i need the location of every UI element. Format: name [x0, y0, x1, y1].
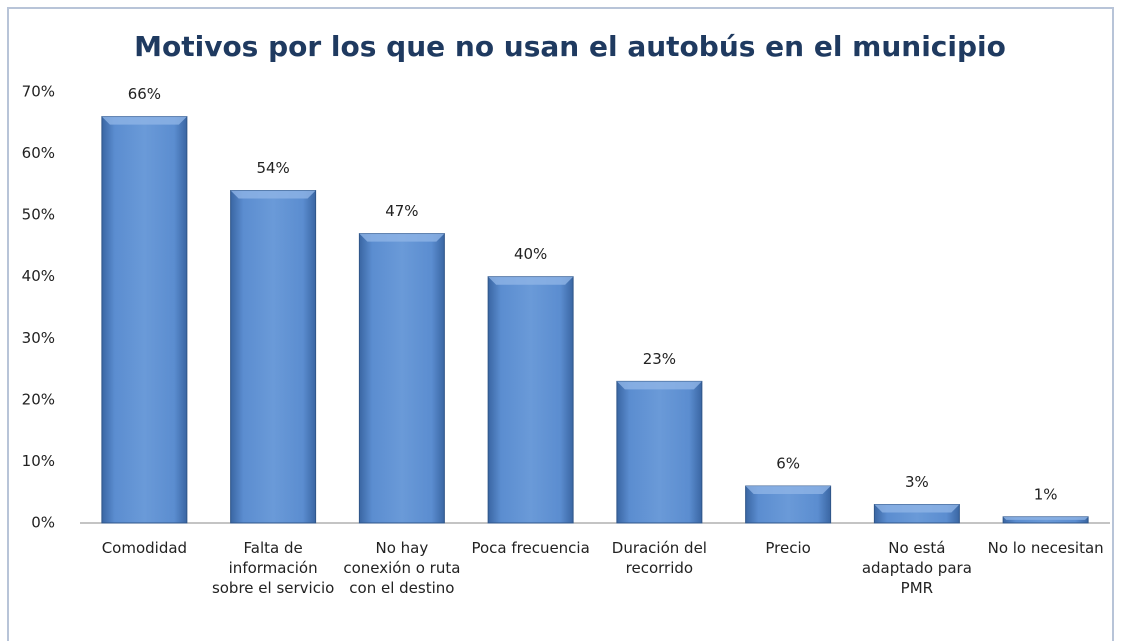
data-label: 3% [905, 473, 929, 491]
bar-bevel [359, 233, 445, 242]
bar [101, 116, 188, 524]
x-tick-label: No está adaptado para PMR [861, 539, 972, 597]
bar [358, 233, 445, 524]
y-tick-label: 30% [22, 329, 55, 347]
bar-bevel [1003, 516, 1089, 520]
y-tick-label: 70% [22, 83, 55, 101]
x-tick-label: No hay conexión o ruta con el destino [343, 539, 461, 597]
bar [230, 190, 317, 524]
data-label: 1% [1034, 485, 1058, 503]
chart-title: Motivos por los que no usan el autobús e… [134, 30, 1006, 63]
x-tick-label: Precio [765, 539, 811, 557]
data-label: 40% [514, 245, 547, 263]
x-tick-label: No lo necesitan [987, 539, 1104, 557]
y-tick-label: 50% [22, 206, 55, 224]
bar-bevel [230, 190, 316, 199]
y-tick-label: 60% [22, 144, 55, 162]
data-label: 66% [128, 85, 161, 103]
x-tick-label: Falta de información sobre el servicio [211, 539, 335, 597]
y-tick-label: 0% [31, 514, 55, 532]
data-label: 54% [256, 159, 289, 177]
data-label: 6% [776, 455, 800, 473]
bar [487, 276, 574, 524]
x-tick-label: Poca frecuencia [471, 539, 590, 557]
bar-bevel [101, 116, 187, 125]
bar [616, 380, 703, 524]
y-tick-label: 20% [22, 390, 55, 408]
chart-border [7, 7, 1114, 641]
x-tick-label: Duración del recorrido [611, 539, 707, 577]
bar-bevel [616, 381, 702, 390]
bar-bevel [488, 276, 574, 285]
y-tick-label: 10% [22, 452, 55, 470]
data-label: 47% [385, 202, 418, 220]
bar-bevel [745, 486, 831, 495]
y-tick-label: 40% [22, 267, 55, 285]
x-tick-label: Comodidad [101, 539, 188, 557]
bar-bevel [874, 504, 960, 513]
data-label: 23% [643, 350, 676, 368]
